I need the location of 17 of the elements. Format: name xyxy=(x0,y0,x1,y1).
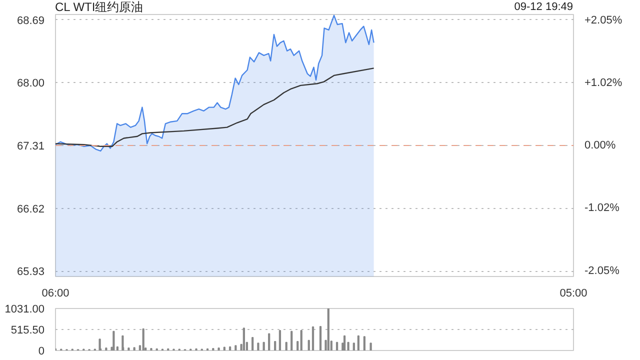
text: 09-12 19:49 xyxy=(514,0,573,14)
y-tick-label: 65.93 xyxy=(16,266,45,278)
y2-tick-label: +1.02% xyxy=(584,77,622,90)
y-tick-label: 68.69 xyxy=(16,14,45,27)
y-tick-label: 68.00 xyxy=(16,78,45,90)
y2-tick-label: -2.05% xyxy=(584,264,620,277)
x-tick-label: 05:00 xyxy=(560,288,588,300)
y2-tick-label: 0.00% xyxy=(584,140,616,152)
x-tick-label: 06:00 xyxy=(42,288,70,300)
y-tick-label: 66.62 xyxy=(16,203,45,216)
y-tick-label: 67.31 xyxy=(16,140,45,152)
chart-title: CL WTI纽约原油 xyxy=(55,0,144,14)
y-tick-label: 0 xyxy=(38,346,45,358)
y-tick-label: 1031.00 xyxy=(4,304,45,316)
y-tick-label: 515.50 xyxy=(10,324,45,336)
y2-tick-label: +2.05% xyxy=(584,14,622,26)
y2-tick-label: -1.02% xyxy=(584,202,620,214)
